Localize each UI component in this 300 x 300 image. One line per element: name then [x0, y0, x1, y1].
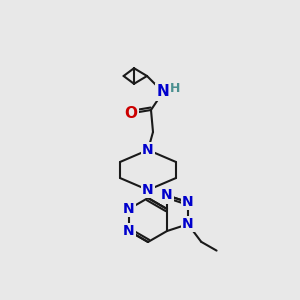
Text: N: N	[142, 143, 154, 157]
Text: N: N	[123, 202, 135, 216]
Text: N: N	[182, 195, 194, 209]
Text: O: O	[124, 106, 137, 121]
Text: N: N	[157, 85, 169, 100]
Text: N: N	[161, 188, 173, 203]
Text: N: N	[123, 224, 135, 238]
Text: H: H	[170, 82, 180, 95]
Text: N: N	[182, 217, 194, 231]
Text: N: N	[142, 183, 154, 197]
